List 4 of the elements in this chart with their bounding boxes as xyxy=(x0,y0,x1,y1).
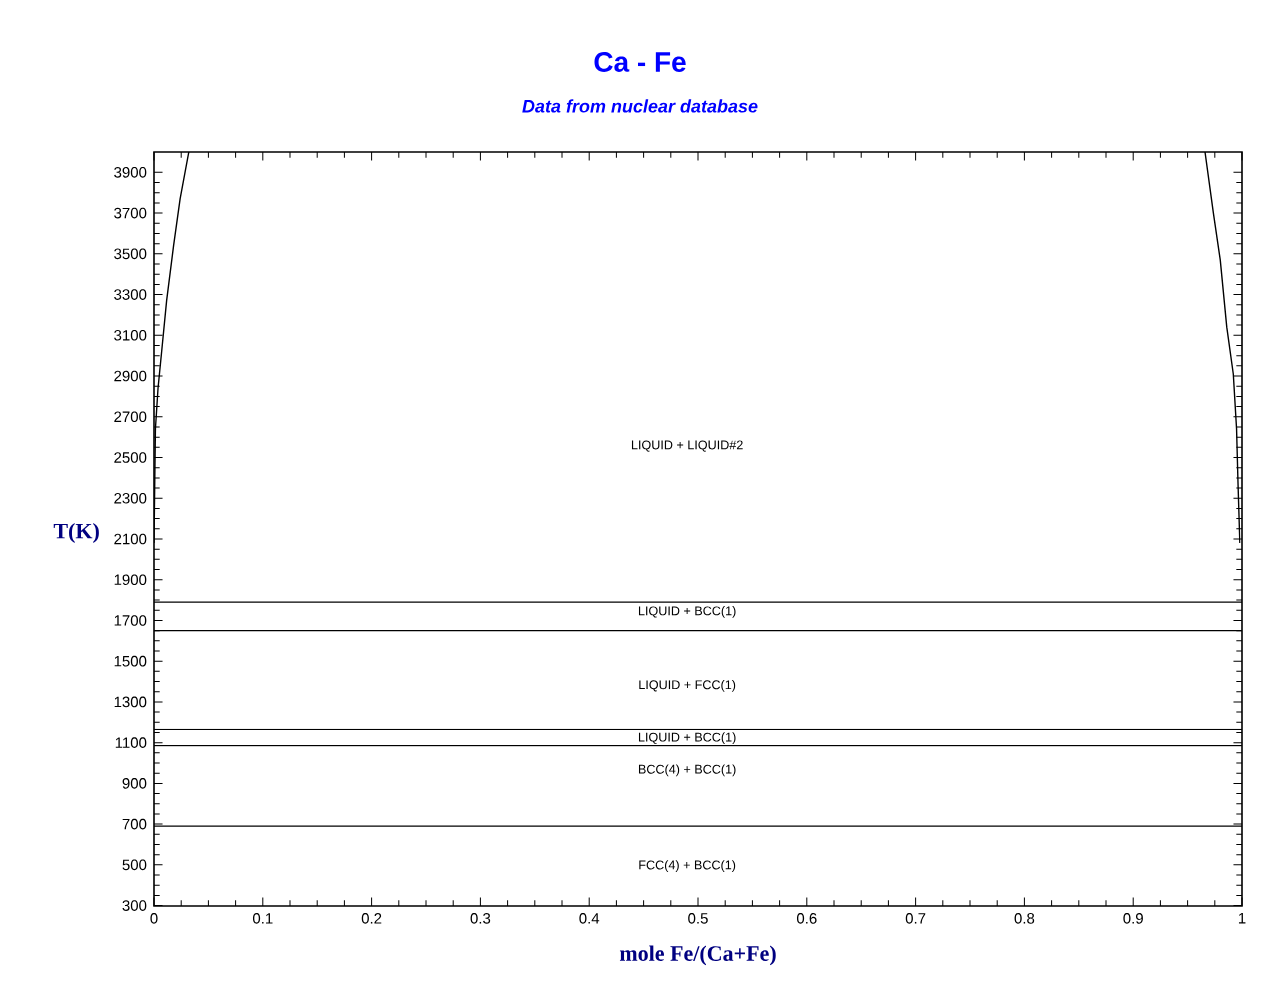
y-axis-title: T(K) xyxy=(53,523,99,543)
chart-title: Ca - Fe xyxy=(594,52,686,72)
chart-subtitle: Data from nuclear database xyxy=(522,99,758,113)
x-axis-title: mole Fe/(Ca+Fe) xyxy=(619,945,776,966)
